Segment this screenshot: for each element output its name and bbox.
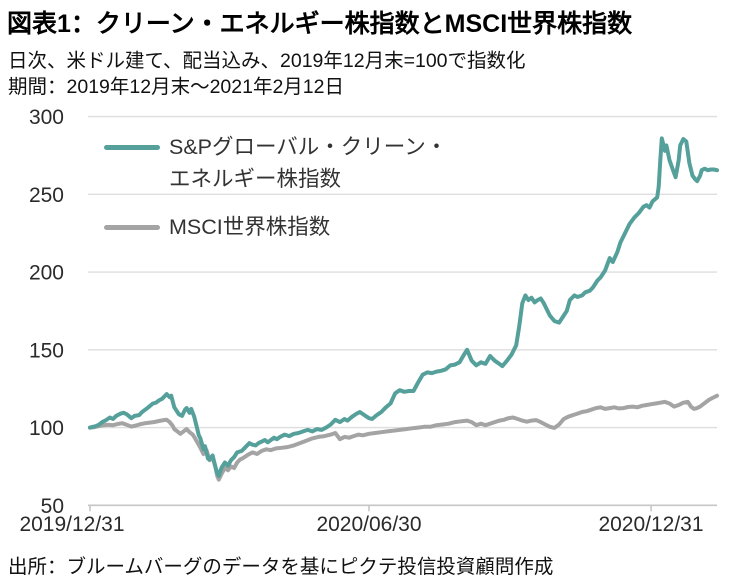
- y-axis-label-250: 250: [29, 184, 64, 207]
- legend-label-msci-world: MSCI世界株指数: [169, 215, 331, 239]
- series-line: [88, 136, 719, 478]
- legend-label-line-2: エネルギー株指数: [169, 167, 342, 191]
- x-axis-label-0: 2019/12/31: [19, 513, 124, 536]
- y-axis-label-100: 100: [29, 417, 64, 440]
- y-axis-label-200: 200: [29, 262, 64, 285]
- x-axis-label-1: 2020/06/30: [316, 513, 421, 536]
- legend-label-sp-clean-energy: S&Pグローバル・クリーン・ エネルギー株指数: [169, 131, 447, 195]
- x-axis: [88, 504, 717, 512]
- y-axis-label-50: 50: [41, 495, 64, 518]
- legend-item-msci-world: MSCI世界株指数: [104, 211, 447, 243]
- legend-item-sp-clean-energy: S&Pグローバル・クリーン・ エネルギー株指数: [104, 131, 447, 195]
- series-line: [88, 393, 719, 482]
- x-axis-label-2: 2020/12/31: [598, 513, 703, 536]
- legend-swatch-msci-world: [104, 225, 160, 230]
- figure-title: 図表1：クリーン・エネルギー株指数とMSCI世界株指数: [7, 10, 633, 38]
- legend-label-line-1: S&Pグローバル・クリーン・: [169, 135, 448, 159]
- axis-labels: 50 100 150 200 250 300 2019/12/31 2020/06/30 202…: [19, 106, 703, 536]
- y-axis-label-300: 300: [29, 106, 64, 129]
- figure-subtitle-period: 期間：2019年12月末～2021年2月12日: [8, 76, 344, 98]
- figure-subtitle-conditions: 日次、米ドル建て、配当込み、2019年12月末=100で指数化: [8, 50, 526, 72]
- data-series: [88, 136, 719, 482]
- chart-legend: S&Pグローバル・クリーン・ エネルギー株指数 MSCI世界株指数: [104, 131, 447, 243]
- source-note: 出所：ブルームバーグのデータを基にピクテ投信投資顧問作成: [8, 556, 554, 578]
- y-axis-label-150: 150: [29, 339, 64, 362]
- legend-swatch-sp-clean-energy: [104, 145, 160, 150]
- gridlines: [88, 115, 717, 429]
